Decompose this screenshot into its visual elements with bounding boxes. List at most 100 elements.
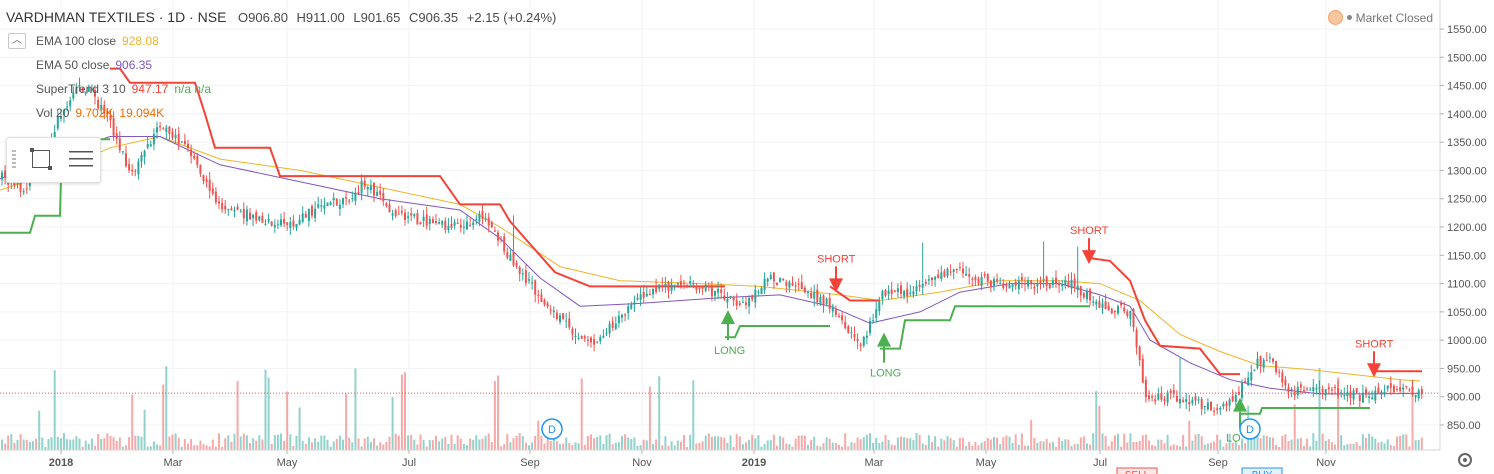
volume-bar	[1154, 445, 1157, 450]
candle-body	[931, 277, 933, 281]
volume-bar	[983, 441, 986, 450]
volume-bar	[1104, 435, 1107, 450]
indicator-value: 906.35	[115, 58, 153, 72]
candle-body	[63, 110, 65, 115]
volume-bar	[1175, 445, 1178, 450]
volume-bar	[447, 444, 450, 450]
volume-bar	[1222, 446, 1225, 450]
volume-bar	[255, 440, 258, 450]
supertrend-segment	[880, 305, 1090, 350]
volume-bar	[723, 437, 726, 450]
long-label: LONG	[714, 345, 745, 357]
volume-bar	[993, 437, 995, 450]
volume-bar	[425, 446, 428, 450]
volume-bar	[1386, 439, 1389, 450]
candle-body	[853, 334, 856, 338]
volume-bar	[927, 435, 930, 450]
candle-body	[183, 140, 186, 145]
candle-body	[1309, 389, 1312, 391]
volume-bar	[152, 441, 155, 450]
volume-bar	[196, 445, 199, 450]
candle-body	[574, 335, 577, 337]
volume-bar	[689, 434, 692, 450]
rectangle-tool-icon[interactable]	[30, 148, 52, 170]
open-value: O906.80	[238, 10, 288, 25]
volume-bar	[503, 444, 506, 450]
candle-body	[1368, 396, 1371, 398]
candle-body	[168, 126, 171, 134]
indicator-ema100[interactable]: EMA 100 close 928.08	[36, 34, 159, 48]
candle-body	[419, 222, 422, 225]
volume-bar	[1163, 443, 1166, 450]
sell-button[interactable]: SELL	[1116, 467, 1158, 474]
indicator-volume[interactable]: Vol 20 9.702K 19.094K	[36, 106, 164, 120]
candle-body	[531, 282, 534, 284]
price-axis: 850.00 900.00 950.00 1000.00 1050.00 1100.00 1…	[1439, 0, 1494, 474]
volume-bar	[1355, 441, 1358, 450]
candle-body	[391, 213, 394, 216]
indicator-ema50[interactable]: EMA 50 close 906.35	[36, 58, 152, 72]
supertrend-line	[0, 67, 1422, 415]
candle-body	[927, 279, 930, 281]
drawing-toolbar[interactable]	[6, 137, 101, 183]
candle-body	[735, 300, 738, 306]
candle-body	[1210, 401, 1212, 411]
volume-bar	[958, 437, 961, 450]
volume-bar	[853, 442, 856, 450]
candle-body	[779, 277, 782, 282]
candle-body	[800, 281, 803, 289]
candle-body	[25, 188, 28, 190]
candle-body	[993, 279, 995, 286]
candle-body	[1265, 359, 1268, 361]
gear-icon[interactable]	[1458, 453, 1472, 467]
indicator-supertrend[interactable]: SuperTrend 3 10 947.17 n/a n/a	[36, 82, 211, 96]
volume-bar	[1036, 442, 1039, 450]
candle-body	[859, 344, 862, 347]
volume-bar	[946, 436, 949, 450]
candle-body	[865, 335, 868, 338]
volume-bar	[1315, 440, 1318, 450]
market-status[interactable]: Market Closed	[1327, 10, 1433, 25]
volume-bar	[602, 443, 605, 450]
drag-handle-icon[interactable]	[12, 150, 16, 170]
volume-bar	[94, 445, 96, 450]
volume-bar	[183, 439, 186, 450]
candle-body	[180, 141, 183, 143]
volume-bar	[373, 438, 375, 450]
candle-body	[208, 179, 211, 191]
candle-body	[850, 332, 853, 334]
volume-bar	[813, 436, 816, 450]
candle-body	[456, 222, 459, 224]
volume-bar	[577, 443, 580, 450]
candle-body	[1358, 395, 1361, 401]
volume-bar	[1210, 442, 1212, 450]
candle-body	[1244, 380, 1247, 383]
candle-body	[841, 315, 844, 321]
candle-body	[989, 280, 992, 288]
candle-body	[1002, 283, 1005, 289]
candle-body	[335, 198, 338, 206]
volume-bar	[912, 440, 915, 450]
candle-body	[320, 205, 323, 207]
short-arrow-icon	[829, 278, 843, 293]
candle-body	[1278, 371, 1281, 373]
candle-body	[22, 191, 25, 193]
volume-bar	[487, 433, 490, 450]
y-tick-label: 1050.00	[1447, 307, 1487, 319]
volume-bar	[741, 444, 744, 450]
candle-body	[726, 299, 729, 303]
buy-button[interactable]: BUY	[1241, 467, 1283, 474]
candle-body	[1355, 388, 1358, 393]
menu-icon[interactable]	[69, 151, 93, 167]
chevron-up-icon[interactable]: ︿	[8, 33, 26, 49]
volume-bar	[1268, 437, 1271, 450]
candle-body	[311, 206, 313, 216]
symbol-title[interactable]: VARDHMAN TEXTILES · 1D · NSE	[6, 9, 227, 25]
volume-bar	[435, 435, 437, 450]
volume-bar	[261, 439, 264, 450]
volume-bar	[1132, 441, 1135, 450]
volume-bar	[363, 438, 366, 450]
volume-bar	[1244, 443, 1247, 450]
volume-bar	[531, 442, 534, 450]
